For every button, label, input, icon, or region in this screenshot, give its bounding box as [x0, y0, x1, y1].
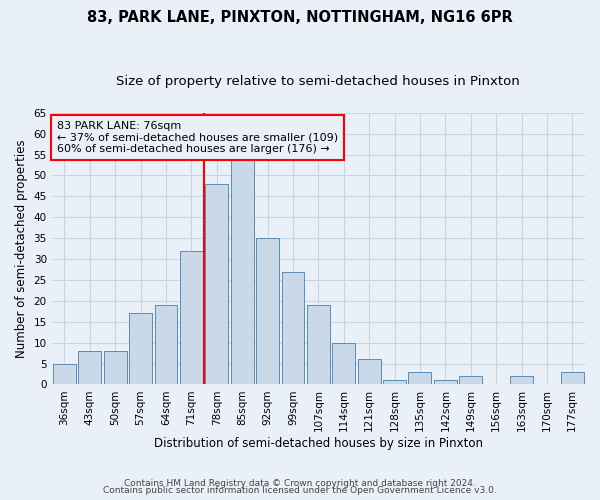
Text: 83 PARK LANE: 76sqm
← 37% of semi-detached houses are smaller (109)
60% of semi-: 83 PARK LANE: 76sqm ← 37% of semi-detach… [57, 121, 338, 154]
Text: Contains HM Land Registry data © Crown copyright and database right 2024.: Contains HM Land Registry data © Crown c… [124, 478, 476, 488]
Bar [231, 159, 254, 384]
Bar [256, 238, 279, 384]
Bar [383, 380, 406, 384]
Bar [155, 305, 178, 384]
Bar [129, 314, 152, 384]
Bar [561, 372, 584, 384]
Text: 83, PARK LANE, PINXTON, NOTTINGHAM, NG16 6PR: 83, PARK LANE, PINXTON, NOTTINGHAM, NG16… [87, 10, 513, 25]
Bar [307, 305, 330, 384]
Title: Size of property relative to semi-detached houses in Pinxton: Size of property relative to semi-detach… [116, 75, 520, 88]
Bar [180, 250, 203, 384]
Bar [79, 351, 101, 384]
Bar [53, 364, 76, 384]
Bar [358, 360, 380, 384]
Bar [104, 351, 127, 384]
Bar [459, 376, 482, 384]
Bar [434, 380, 457, 384]
Y-axis label: Number of semi-detached properties: Number of semi-detached properties [15, 140, 28, 358]
Bar [409, 372, 431, 384]
Bar [510, 376, 533, 384]
Bar [332, 342, 355, 384]
Text: Contains public sector information licensed under the Open Government Licence v3: Contains public sector information licen… [103, 486, 497, 495]
Bar [281, 272, 304, 384]
X-axis label: Distribution of semi-detached houses by size in Pinxton: Distribution of semi-detached houses by … [154, 437, 483, 450]
Bar [205, 184, 228, 384]
